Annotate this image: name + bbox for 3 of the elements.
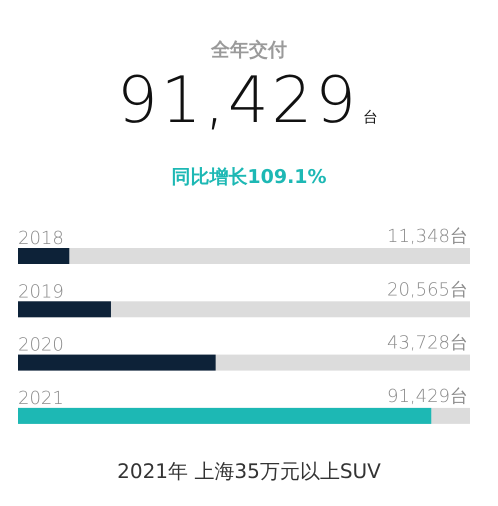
annotation: 同比增长109.1% [171,166,327,188]
title: 全年交付 [211,39,287,61]
annotation: 2021年 上海35万元以上SUV [117,459,381,483]
